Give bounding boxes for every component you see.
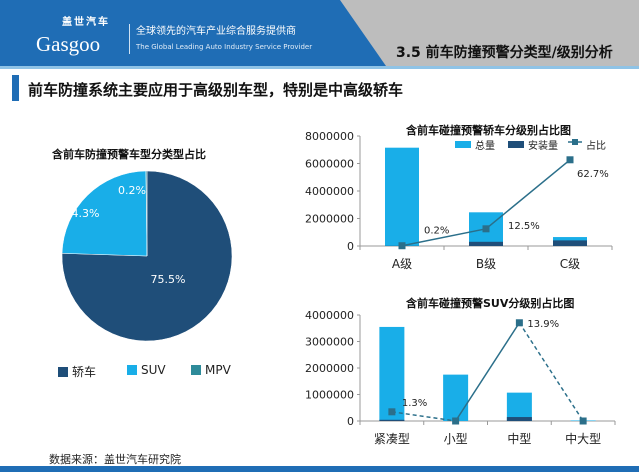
- legend-mpv: MPV: [191, 363, 231, 377]
- ratio-marker: [566, 156, 574, 164]
- tagline-en: The Global Leading Auto Industry Service…: [136, 43, 313, 51]
- bar-installed: [469, 241, 503, 246]
- bar-installed: [553, 240, 587, 246]
- subtitle-marker: [12, 75, 19, 101]
- x-tick-label: A级: [392, 257, 412, 271]
- ratio-label: 12.5%: [508, 221, 540, 232]
- ratio-line-segment: [391, 411, 456, 422]
- ratio-marker: [398, 242, 406, 250]
- section-title: 3.5 前车防撞预警分类型/级别分析: [396, 45, 613, 61]
- legend-label: 安装量: [528, 141, 558, 152]
- pie-label: 24.3%: [65, 207, 100, 220]
- y-tick-label: 0: [347, 415, 354, 428]
- legend-ratio-marker: [572, 139, 578, 145]
- legend-label: 轿车: [72, 365, 97, 379]
- legend-swatch: [191, 365, 201, 375]
- y-tick-label: 2000000: [305, 362, 354, 375]
- bar-total: [506, 392, 532, 421]
- y-tick-label: 2000000: [305, 213, 354, 226]
- y-tick-label: 6000000: [305, 158, 354, 171]
- bar-total: [379, 326, 405, 421]
- legend-label: 总量: [475, 141, 495, 152]
- ratio-label: 13.9%: [527, 319, 559, 330]
- ratio-line-segment: [401, 228, 487, 247]
- x-tick-label: C级: [560, 257, 580, 271]
- ratio-label: 0.2%: [424, 226, 449, 237]
- bar-total: [385, 147, 419, 246]
- legend-label: MPV: [205, 363, 231, 377]
- pie-slice-2: [145, 170, 148, 257]
- ratio-marker: [579, 417, 587, 425]
- legend-sedan: 轿车: [58, 363, 96, 380]
- ratio-line-segment: [518, 322, 584, 422]
- legend-suv: SUV: [127, 363, 166, 377]
- ratio-line-segment: [485, 159, 571, 230]
- legend-swatch: [455, 141, 471, 148]
- ratio-marker: [452, 417, 460, 425]
- ratio-line-segment: [454, 322, 521, 422]
- y-tick-label: 4000000: [305, 185, 354, 198]
- ratio-label: 62.7%: [577, 169, 609, 180]
- header-brand-band: [0, 0, 386, 66]
- x-tick-label: 中大型: [565, 431, 601, 446]
- legend-ratio: 占比: [586, 137, 606, 152]
- page-subtitle: 前车防撞系统主要应用于高级别车型，特别是中高级轿车: [28, 81, 404, 99]
- pie-title: 含前车防撞预警车型分类型占比: [52, 148, 206, 161]
- suv-chart-title: 含前车碰撞预警SUV分级别占比图: [406, 297, 575, 310]
- y-tick-label: 0: [347, 240, 354, 253]
- x-tick-label: 小型: [444, 432, 468, 446]
- bar-installed: [379, 419, 405, 421]
- legend-swatch: [127, 365, 137, 375]
- bar-installed: [506, 417, 532, 421]
- footer-bar: [0, 466, 639, 472]
- y-tick-label: 1000000: [305, 389, 354, 402]
- data-source: 数据来源：盖世汽车研究院: [49, 453, 181, 466]
- y-tick-label: 3000000: [305, 336, 354, 349]
- pie-label: 75.5%: [151, 273, 186, 286]
- legend-label: SUV: [141, 363, 166, 377]
- pie-slice-1: [61, 170, 148, 257]
- y-tick-label: 8000000: [305, 130, 354, 143]
- bar-total: [443, 374, 469, 421]
- logo: Gasgoo: [36, 32, 101, 56]
- sedan-chart-title: 含前车碰撞预警轿车分级别占比图: [406, 124, 571, 137]
- x-tick-label: 中型: [507, 431, 531, 446]
- legend-swatch: [58, 366, 68, 377]
- legend-installed: 安装量: [508, 137, 558, 152]
- x-tick-label: B级: [476, 257, 496, 271]
- y-tick-label: 4000000: [305, 309, 354, 322]
- ratio-label: 1.3%: [402, 398, 427, 409]
- header-divider: [0, 66, 639, 69]
- legend-label: 占比: [586, 141, 606, 152]
- x-tick-label: 紧凑型: [374, 432, 410, 446]
- logo-separator: [129, 24, 130, 54]
- ratio-marker: [388, 408, 396, 416]
- ratio-marker: [515, 319, 523, 327]
- pie-label: 0.2%: [118, 184, 146, 197]
- legend-swatch: [508, 141, 524, 148]
- tagline-cn: 全球领先的汽车产业综合服务提供商: [136, 26, 296, 37]
- legend-total: 总量: [455, 137, 495, 152]
- ratio-marker: [482, 225, 490, 233]
- logo-cn: 盖世汽车: [62, 17, 110, 28]
- pie-slice-0: [61, 170, 233, 342]
